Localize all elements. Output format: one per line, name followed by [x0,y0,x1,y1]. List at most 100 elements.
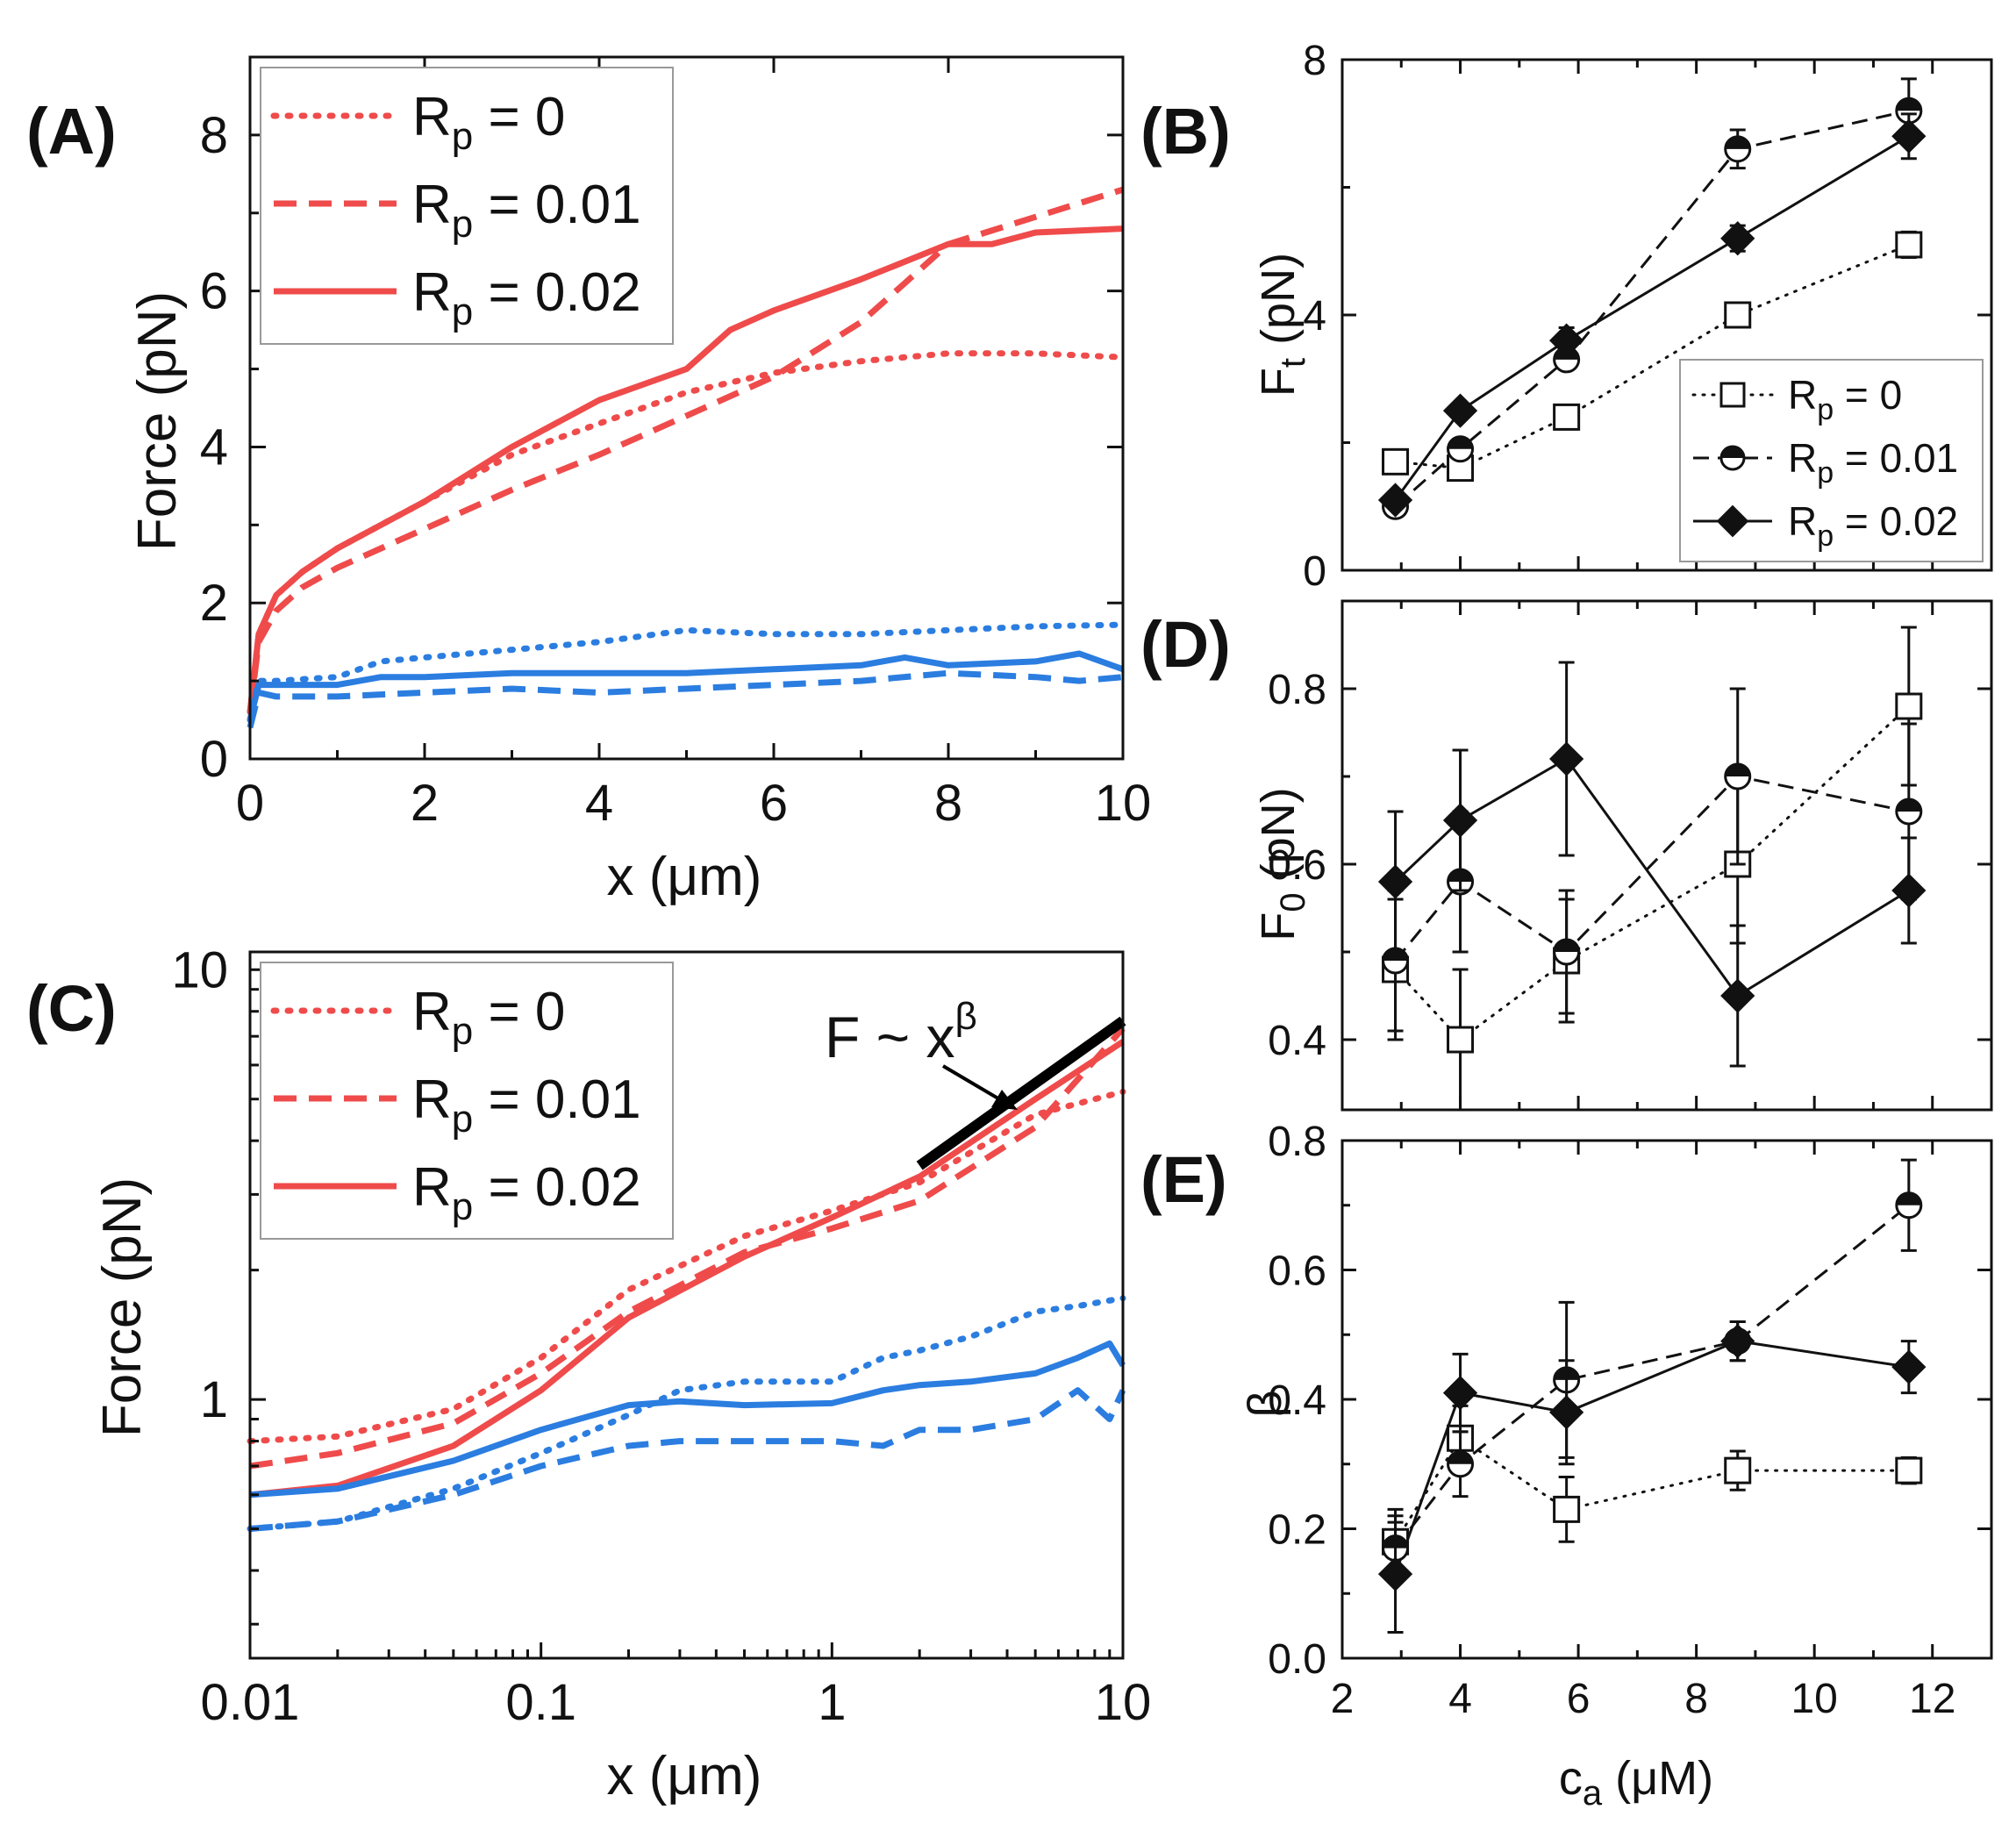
legend-2: Rp = 0 Rp = 0.01 Rp = 0.02 [260,962,674,1240]
data-point-4-1-1 [1447,1450,1475,1478]
panel-label-a: (A) [26,95,117,168]
y-tick-label-0-0: 0 [200,731,228,788]
data-point-1-0-2 [1553,403,1581,431]
y-axis-label-d-main: F [1252,912,1305,941]
legend-label-0-0: Rp = 0 [412,87,565,158]
series-line-2-1 [249,1026,1126,1470]
x-axis-label-e: ca (μM) [1559,1752,1713,1813]
data-point-3-2-4 [1891,873,1927,908]
legend-1: Rp = 0 Rp = 0.01 Rp = 0.02 [1679,359,1984,562]
y-axis-label-d-sub: 0 [1274,892,1312,912]
series-line-2-4 [249,1387,1126,1532]
data-point-4-2-2 [1549,1395,1584,1430]
data-point-4-1-4-fill [1896,1192,1921,1205]
x-tick-label-0-0: 0 [236,775,264,832]
data-point-3-0-4 [1895,692,1923,720]
series-line-2-0 [247,1088,1126,1445]
data-point-4-1-4 [1895,1191,1923,1220]
series-line-0-2 [247,225,1124,713]
power-law-fit-line [916,1016,1126,1170]
panel-b: (B) Ft (pN) 0 4 8 Rp = 0 Rp = 0.01 Rp = 0.02 [1140,38,1993,595]
series-line-0-4 [247,669,1124,729]
y-axis-label-b: Ft (pN) [1252,253,1312,397]
data-point-3-1-3 [1724,762,1752,790]
y-tick-label-1-1: 4 [1303,293,1326,340]
data-point-4-2-1 [1442,1376,1478,1411]
annotation-arrow-shaft [941,1064,1009,1105]
data-point-4-2-3 [1720,1324,1755,1359]
y-axis-label-b-main: F [1252,368,1305,397]
legend-label-2-1: Rp = 0.01 [412,1069,641,1141]
data-point-1-1-4-fill [1896,98,1921,111]
y-tick-label-4-0: 0.0 [1268,1636,1326,1683]
plot-frame-3 [1340,599,1993,1112]
data-point-4-0-4 [1895,1456,1923,1484]
data-point-4-0-3 [1724,1456,1752,1484]
y-tick-label-0-3: 6 [200,263,228,320]
y-tick-label-4-1: 0.2 [1268,1507,1326,1554]
data-point-1-2-0 [1377,483,1413,518]
series-line-2-2 [249,1039,1125,1499]
series-line-0-0 [247,350,1126,716]
legend-marker-1-2 [1716,504,1749,538]
x-tick-label-0-2: 4 [585,775,613,832]
data-point-3-1-3-fill [1725,764,1750,776]
panel-d: (D) F0 (pN) 0.4 0.6 0.8 [1140,599,1993,1112]
x-tick-label-2-2: 1 [818,1674,846,1731]
data-point-3-2-1 [1442,803,1478,838]
series-line-4-0 [1394,1436,1911,1543]
panel-label-d: (D) [1140,608,1231,681]
legend-marker-1-0 [1719,382,1746,408]
x-axis-label-a: x (μm) [607,847,762,907]
series-line-4-2 [1394,1340,1910,1575]
series-line-0-1 [247,186,1125,713]
legend-label-1-0: Rp = 0 [1788,372,1902,426]
data-point-4-0-2 [1553,1495,1581,1523]
power-law-annotation-main: F ~ x [825,1005,955,1069]
panel-c: (C) Force (pN) x (μm) F ~ xβ 0.01 0.1 1 10 1… [26,941,1151,1806]
series-line-2-3 [247,1295,1126,1532]
series-line-3-0 [1394,705,1911,1042]
data-point-1-0-4 [1895,231,1923,259]
y-axis-label-e: β [1239,1390,1291,1417]
legend-marker-1-1-fill [1721,447,1744,458]
legend-label-0-2: Rp = 0.02 [412,262,641,333]
legend-label-2-0: Rp = 0 [412,982,565,1053]
data-point-1-1-3-fill [1725,136,1750,149]
x-tick-label-4-3: 8 [1684,1676,1708,1722]
x-tick-label-2-3: 10 [1095,1674,1152,1731]
x-tick-label-4-0: 2 [1331,1676,1355,1722]
panel-label-b: (B) [1140,95,1231,168]
y-tick-label-1-0: 0 [1303,548,1326,595]
y-tick-label-3-1: 0.6 [1268,842,1326,889]
legend-label-1-1: Rp = 0.01 [1788,435,1958,490]
x-tick-label-4-1: 4 [1448,1676,1472,1722]
x-tick-label-4-5: 12 [1909,1676,1955,1722]
x-tick-label-0-1: 2 [411,775,439,832]
data-point-3-1-2-fill [1554,940,1579,952]
y-axis-label-d: F0 (pN) [1252,787,1312,941]
y-tick-label-2-0: 1 [200,1371,228,1428]
y-tick-label-2-1: 10 [171,941,228,998]
series-line-3-1 [1394,775,1910,962]
data-point-1-0-0 [1382,447,1410,476]
y-axis-label-d-suffix: (pN) [1252,787,1305,892]
y-tick-label-3-2: 0.8 [1268,667,1326,713]
data-point-1-2-2 [1549,323,1584,358]
panel-a: (A) Force (pN) x (μm) 0 2 4 6 8 10 0 2 4 6 8 Rp = 0… [26,55,1151,907]
legend-label-1-2: Rp = 0.02 [1788,498,1958,553]
legend-0: Rp = 0 Rp = 0.01 Rp = 0.02 [260,67,674,345]
legend-label-0-1: Rp = 0.01 [412,175,641,246]
data-point-1-1-1 [1447,435,1475,463]
x-axis-label-e-sub: a [1583,1774,1603,1813]
legend-marker-1-1 [1719,445,1746,471]
data-point-1-2-4 [1891,118,1927,154]
x-axis-label-c: x (μm) [607,1746,762,1806]
data-point-1-1-1-fill [1448,436,1473,449]
y-tick-label-3-0: 0.4 [1268,1018,1326,1064]
plot-frame-2 [248,950,1125,1660]
series-line-0-3 [247,621,1126,724]
y-tick-label-0-4: 8 [200,107,228,164]
panel-label-e: (E) [1140,1143,1227,1216]
